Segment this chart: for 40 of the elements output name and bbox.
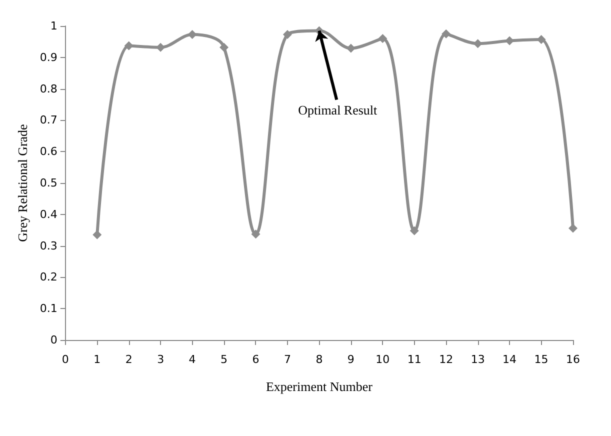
y-tick-label: 0.6 — [40, 145, 58, 158]
x-tick-label: 13 — [470, 353, 485, 366]
y-tick-label: 0.3 — [40, 239, 58, 252]
y-tick-label: 0.4 — [40, 208, 58, 221]
point — [378, 34, 388, 44]
y-tick-label: 1 — [50, 20, 58, 32]
y-tick-label: 0.8 — [40, 82, 58, 96]
x-axis-title: Experiment Number — [266, 379, 374, 394]
point — [442, 29, 451, 38]
x-tick-label: 15 — [534, 353, 548, 366]
x-tick-label: 14 — [502, 353, 517, 366]
x-tick-label: 5 — [220, 353, 228, 366]
x-tick-label: 6 — [252, 353, 260, 366]
x-tick-label: 4 — [188, 353, 196, 366]
point — [568, 224, 578, 233]
x-tick-label: 16 — [566, 353, 580, 366]
point — [251, 230, 260, 239]
y-axis-title: Grey Relational Grade — [15, 124, 30, 242]
x-tick-label: 11 — [407, 353, 422, 366]
x-tick-label: 2 — [125, 353, 132, 366]
y-tick-label: 0.2 — [40, 270, 58, 284]
point — [156, 42, 166, 52]
x-tick-label: 0 — [62, 353, 69, 366]
x-tick-label: 1 — [94, 353, 101, 366]
x-tick-label: 9 — [347, 353, 354, 366]
y-tick-label: 0.1 — [40, 302, 58, 316]
point — [220, 42, 229, 52]
x-tick-label: 7 — [284, 353, 291, 366]
y-tick-label: 0.7 — [40, 114, 58, 127]
x-tick-label: 3 — [157, 353, 164, 366]
point — [346, 44, 356, 53]
y-tick-label: 0 — [50, 334, 58, 346]
point — [282, 30, 292, 39]
annotation: Optimal Result — [298, 102, 378, 118]
x-tick-label: 12 — [439, 353, 454, 366]
y-tick-label: 0.5 — [40, 176, 58, 190]
y-tick-label: 0.9 — [40, 50, 58, 64]
x-tick-label: 8 — [316, 353, 323, 366]
x-tick-label: 10 — [376, 353, 390, 366]
point — [410, 226, 419, 236]
